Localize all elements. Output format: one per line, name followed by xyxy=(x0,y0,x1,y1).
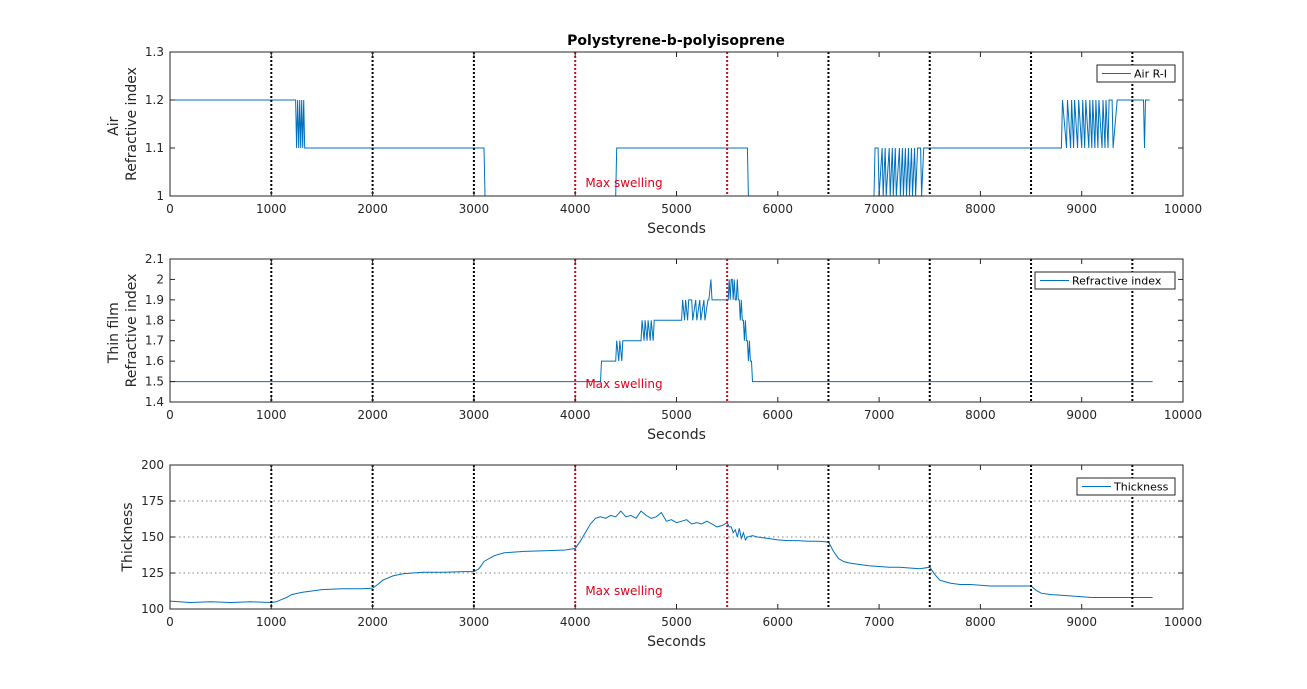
x-tick-label: 0 xyxy=(166,408,174,422)
max-swelling-annotation: Max swelling xyxy=(585,176,662,190)
legend-entry-label: Air R-I xyxy=(1134,68,1167,81)
tick-layer: 0 1000 2000 3000 4000 5000 6000 7000 8000 9000 100… xyxy=(145,252,1202,422)
y-tick-label: 1.3 xyxy=(145,45,164,59)
y-axis-label: Thickness xyxy=(120,502,136,572)
y-axis-label: Thin film Refractive index xyxy=(106,274,140,388)
x-tick-label: 3000 xyxy=(459,408,490,422)
y-tick-label: 200 xyxy=(141,458,164,472)
x-tick-label: 7000 xyxy=(864,615,895,629)
x-tick-label: 5000 xyxy=(661,408,692,422)
marker-layer xyxy=(270,52,1134,196)
marker-layer xyxy=(270,259,1134,402)
x-axis-label: Seconds xyxy=(647,221,706,237)
x-tick-label: 9000 xyxy=(1066,408,1097,422)
x-tick-label: 7000 xyxy=(864,202,895,216)
series-layer xyxy=(170,278,1153,383)
y-tick-label: 1.6 xyxy=(145,354,164,368)
x-tick-label: 7000 xyxy=(864,408,895,422)
legend: Refractive index xyxy=(1034,271,1176,290)
panel-thin-film-refractive-index: 0 1000 2000 3000 4000 5000 6000 7000 8000 9000 100… xyxy=(106,252,1202,443)
x-tick-label: 2000 xyxy=(357,202,388,216)
x-tick-label: 4000 xyxy=(560,615,591,629)
y-tick-label: 1.2 xyxy=(145,93,164,107)
x-tick-label: 8000 xyxy=(965,615,996,629)
x-tick-label: 8000 xyxy=(965,202,996,216)
x-tick-label: 2000 xyxy=(357,615,388,629)
y-axis-label-line-1: Air xyxy=(106,116,122,135)
y-tick-label: 150 xyxy=(141,530,164,544)
legend: Air R-I xyxy=(1096,64,1176,83)
x-tick-label: 3000 xyxy=(459,202,490,216)
x-tick-label: 5000 xyxy=(661,202,692,216)
x-tick-label: 8000 xyxy=(965,408,996,422)
y-tick-label: 1.1 xyxy=(145,141,164,155)
x-tick-label: 9000 xyxy=(1066,202,1097,216)
x-tick-label: 1000 xyxy=(256,408,287,422)
legend-entry-label: Refractive index xyxy=(1072,275,1162,288)
panel-air-refractive-index: 0 1000 2000 3000 4000 5000 6000 7000 8000 9000 100… xyxy=(106,45,1202,237)
y-tick-label: 100 xyxy=(141,602,164,616)
x-tick-label: 9000 xyxy=(1066,615,1097,629)
x-tick-label: 0 xyxy=(166,202,174,216)
y-tick-label: 175 xyxy=(141,494,164,508)
legend-entry-label: Thickness xyxy=(1113,481,1169,494)
y-tick-label: 1 xyxy=(156,189,164,203)
x-tick-label: 4000 xyxy=(560,408,591,422)
y-axis-label-line-1: Thickness xyxy=(120,502,136,572)
y-tick-label: 1.5 xyxy=(145,375,164,389)
x-tick-label: 0 xyxy=(166,615,174,629)
x-tick-label: 4000 xyxy=(560,202,591,216)
x-tick-label: 10000 xyxy=(1164,408,1202,422)
x-tick-label: 1000 xyxy=(256,202,287,216)
legend: Thickness xyxy=(1076,477,1176,496)
x-axis-label: Seconds xyxy=(647,427,706,443)
y-tick-label: 2.1 xyxy=(145,252,164,266)
max-swelling-annotation: Max swelling xyxy=(585,377,662,391)
y-tick-label: 1.8 xyxy=(145,313,164,327)
x-axis-label: Seconds xyxy=(647,634,706,650)
series-layer xyxy=(169,510,1153,604)
series-line xyxy=(170,278,1153,383)
x-tick-label: 6000 xyxy=(763,202,794,216)
x-tick-label: 6000 xyxy=(763,615,794,629)
legend-box xyxy=(1076,477,1176,496)
x-tick-label: 5000 xyxy=(661,615,692,629)
x-tick-label: 3000 xyxy=(459,615,490,629)
x-tick-label: 6000 xyxy=(763,408,794,422)
x-tick-label: 1000 xyxy=(256,615,287,629)
x-tick-label: 10000 xyxy=(1164,202,1202,216)
legend-box xyxy=(1034,271,1176,290)
y-tick-label: 1.4 xyxy=(145,395,164,409)
y-tick-label: 2 xyxy=(156,272,164,286)
tick-layer: 0 1000 2000 3000 4000 5000 6000 7000 8000 9000 100… xyxy=(145,45,1202,216)
y-axis-label-line-1: Thin film xyxy=(106,302,122,364)
x-tick-label: 10000 xyxy=(1164,615,1202,629)
x-tick-label: 2000 xyxy=(357,408,388,422)
series-line xyxy=(169,510,1153,604)
legend-box xyxy=(1096,64,1176,83)
max-swelling-annotation: Max swelling xyxy=(585,584,662,598)
panel-thickness: 0 1000 2000 3000 4000 5000 6000 7000 8000 9000 100… xyxy=(120,458,1202,650)
y-axis-label-line-2: Refractive index xyxy=(124,274,140,388)
y-tick-label: 125 xyxy=(141,566,164,580)
y-axis-label: Air Refractive index xyxy=(106,67,140,181)
chart-title: Polystyrene-b-polyisoprene xyxy=(567,33,785,49)
tick-layer: 0 1000 2000 3000 4000 5000 6000 7000 8000 9000 100… xyxy=(141,458,1202,629)
y-tick-label: 1.9 xyxy=(145,293,164,307)
y-tick-label: 1.7 xyxy=(145,334,164,348)
y-axis-label-line-2: Refractive index xyxy=(124,67,140,181)
